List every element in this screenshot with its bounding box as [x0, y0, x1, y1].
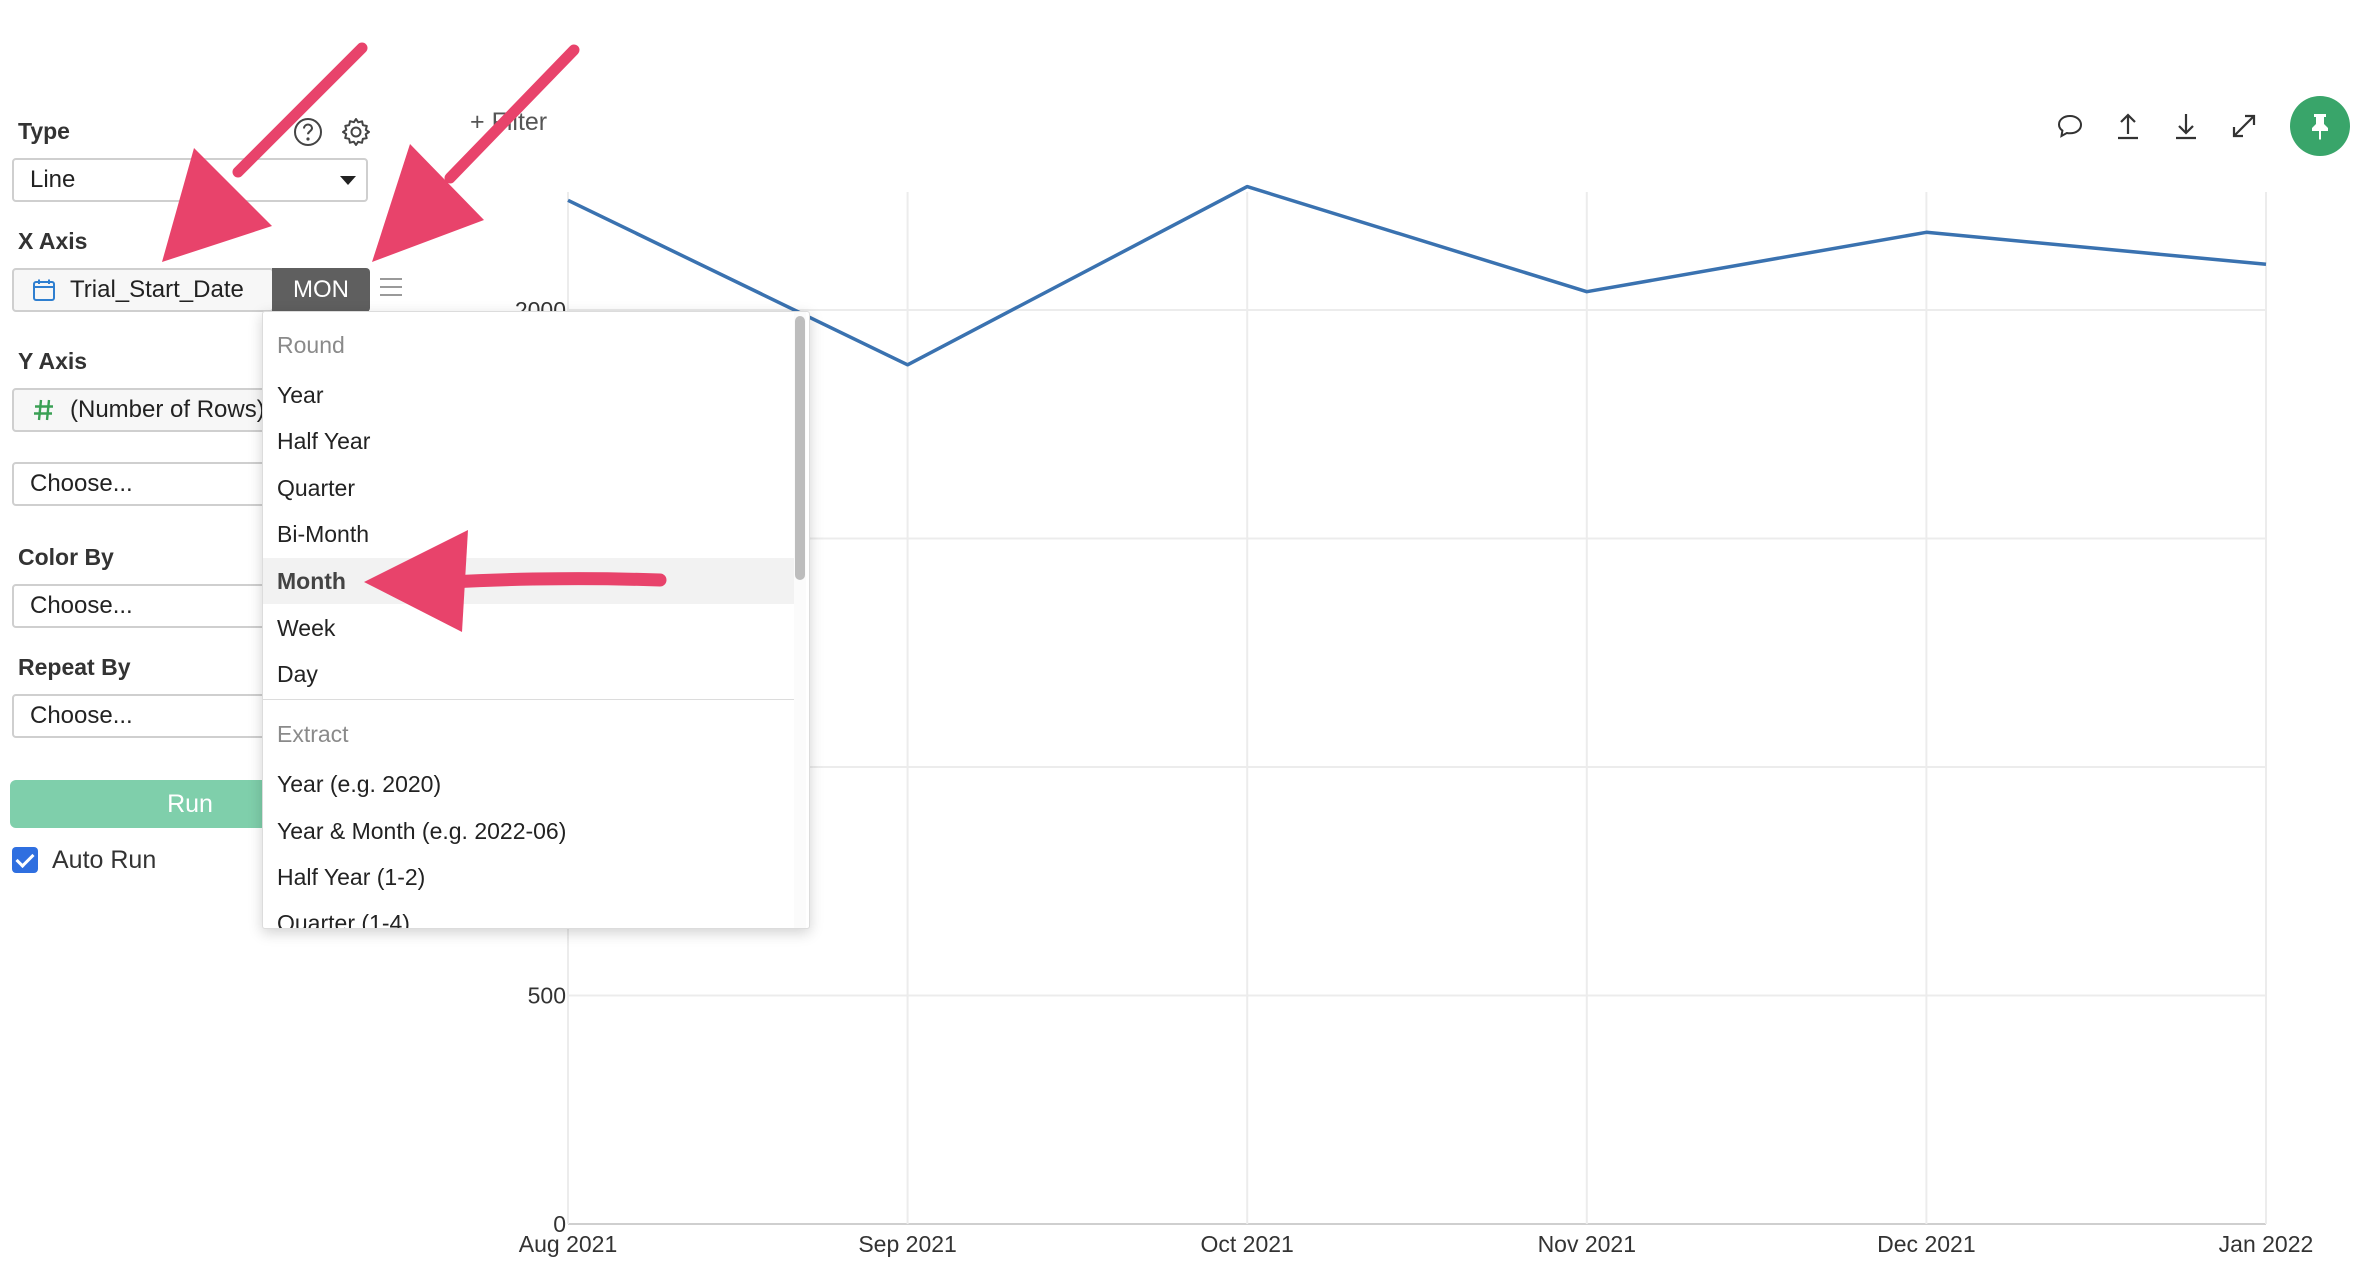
round-item-bi-month[interactable]: Bi-Month	[277, 521, 370, 547]
extract-section-header: Extract	[277, 721, 349, 747]
x-tick-label: Jan 2022	[2219, 1231, 2314, 1257]
upload-icon[interactable]	[2110, 108, 2146, 144]
chart-grid	[567, 192, 2267, 1225]
extract-item-quarter[interactable]: Quarter (1-4)	[277, 910, 410, 929]
chart-type-value: Line	[30, 166, 76, 193]
y-axis-second-value: Choose...	[30, 470, 133, 497]
date-unit-dropdown: Round Year Half Year Quarter Bi-Month Mo…	[262, 311, 810, 929]
auto-run-toggle[interactable]: Auto Run	[12, 846, 156, 874]
repeat-by-value: Choose...	[30, 702, 133, 729]
y-tick-label: 500	[528, 982, 566, 1008]
x-tick-label: Aug 2021	[519, 1231, 617, 1257]
y-axis-field-pill[interactable]: (Number of Rows)	[12, 388, 274, 432]
comment-icon[interactable]	[2052, 108, 2088, 144]
download-icon[interactable]	[2168, 108, 2204, 144]
y-tick-label: 0	[553, 1211, 566, 1237]
extract-item-half-year[interactable]: Half Year (1-2)	[277, 864, 426, 890]
extract-item-year[interactable]: Year (e.g. 2020)	[277, 771, 442, 797]
expand-icon[interactable]	[2226, 108, 2262, 144]
chevron-down-icon	[340, 176, 356, 185]
dropdown-divider	[263, 699, 797, 700]
type-label: Type	[18, 118, 70, 144]
x-tick-label: Sep 2021	[858, 1231, 956, 1257]
x-tick-label: Nov 2021	[1538, 1231, 1636, 1257]
hash-icon	[34, 399, 53, 421]
color-by-value: Choose...	[30, 592, 133, 619]
round-item-week[interactable]: Week	[277, 615, 336, 641]
round-item-day[interactable]: Day	[277, 661, 318, 687]
x-tick-label: Oct 2021	[1201, 1231, 1294, 1257]
y-axis-second-select[interactable]: Choose...	[12, 462, 274, 506]
auto-run-label: Auto Run	[52, 845, 157, 874]
extract-item-year-month[interactable]: Year & Month (e.g. 2022-06)	[277, 818, 567, 844]
repeat-by-label: Repeat By	[18, 654, 131, 680]
x-axis-ticks: Aug 2021 Sep 2021 Oct 2021 Nov 2021 Dec 2021…	[519, 1231, 2314, 1257]
calendar-icon	[33, 279, 55, 301]
pin-button[interactable]	[2290, 96, 2350, 156]
date-unit-button[interactable]: MON	[272, 268, 370, 312]
x-axis-field-name: Trial_Start_Date	[70, 276, 244, 303]
color-by-label: Color By	[18, 544, 114, 570]
color-by-select[interactable]: Choose...	[12, 584, 274, 628]
x-axis-label: X Axis	[18, 228, 88, 254]
round-item-quarter[interactable]: Quarter	[277, 475, 355, 501]
dropdown-scrollbar-thumb[interactable]	[795, 316, 805, 580]
x-tick-label: Dec 2021	[1877, 1231, 1975, 1257]
hamburger-menu-icon[interactable]	[380, 278, 402, 298]
series-line	[567, 184, 2267, 367]
round-item-year[interactable]: Year	[277, 382, 324, 408]
auto-run-checkbox[interactable]	[12, 847, 38, 873]
x-axis-field-pill[interactable]: Trial_Start_Date	[12, 268, 274, 312]
round-section-header: Round	[277, 332, 345, 358]
y-axis-field-name: (Number of Rows)	[70, 396, 265, 423]
round-item-month[interactable]: Month	[263, 558, 797, 604]
round-item-half-year[interactable]: Half Year	[277, 428, 371, 454]
pin-icon	[2312, 114, 2328, 140]
y-axis-label: Y Axis	[18, 348, 88, 374]
repeat-by-select[interactable]: Choose...	[12, 694, 274, 738]
